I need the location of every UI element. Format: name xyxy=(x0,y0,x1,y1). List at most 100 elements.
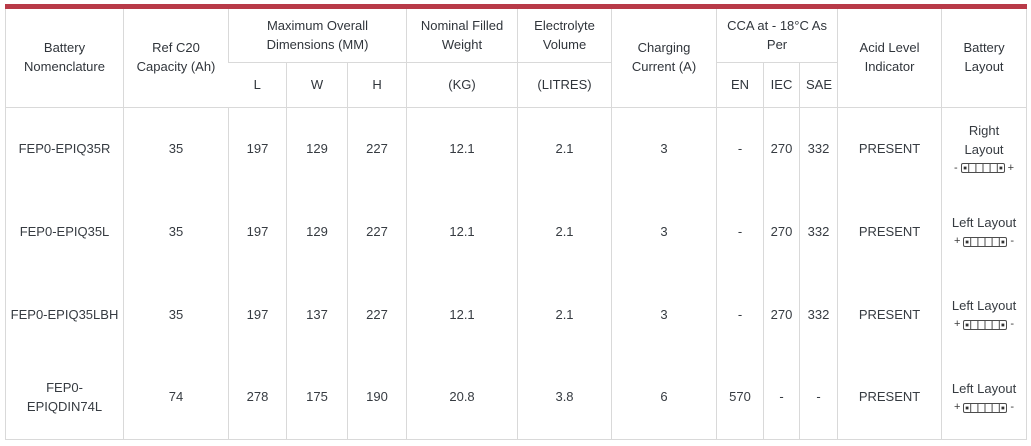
cell-volume: 2.1 xyxy=(517,107,612,191)
polarity-sign-left: + xyxy=(953,401,961,413)
col-group-cca: CCA at - 18°C As Per xyxy=(716,6,838,63)
cell-acid-level: PRESENT xyxy=(837,190,942,274)
col-header-ref-c20-capacity: Ref C20 Capacity (Ah) xyxy=(123,6,229,108)
cell-acid-level: PRESENT xyxy=(837,356,942,440)
cell-dim-l: 197 xyxy=(228,107,287,191)
cell-cca-sae: 332 xyxy=(799,107,838,191)
cell-cca-en: - xyxy=(716,190,764,274)
battery-layout-label: Left Layout xyxy=(951,214,1017,230)
cell-cca-iec: 270 xyxy=(763,273,800,357)
cell-dim-w: 175 xyxy=(286,356,348,440)
cell-dim-h: 227 xyxy=(346,273,407,357)
cell-capacity: 35 xyxy=(123,107,229,191)
cell-charging-current: 3 xyxy=(611,273,717,357)
col-header-electrolyte-volume: Electrolyte Volume xyxy=(517,6,612,63)
battery-spec-table-container: Battery Nomenclature Ref C20 Capacity (A… xyxy=(5,4,1028,440)
header-row-sub: L W H (KG) (LITRES) EN IEC SAE xyxy=(6,62,1027,108)
sub-header-w: W xyxy=(286,62,348,108)
sub-header-sae: SAE xyxy=(799,62,838,108)
cell-charging-current: 3 xyxy=(611,107,717,191)
cell-capacity: 35 xyxy=(123,190,229,274)
cell-cca-iec: 270 xyxy=(763,190,800,274)
cell-acid-level: PRESENT xyxy=(837,107,942,191)
cell-dim-w: 129 xyxy=(286,107,348,191)
polarity-sign-right: - xyxy=(1010,235,1015,248)
cell-cca-sae: 332 xyxy=(799,190,838,274)
col-header-battery-nomenclature: Battery Nomenclature xyxy=(5,6,124,108)
polarity-sign-left: + xyxy=(953,235,961,248)
sub-header-l: L xyxy=(228,62,287,108)
col-header-nominal-filled-weight: Nominal Filled Weight xyxy=(406,6,518,63)
cell-dim-w: 129 xyxy=(286,190,348,274)
cell-weight: 20.8 xyxy=(406,356,518,440)
cell-cca-sae: - xyxy=(799,356,838,440)
battery-layout-diagram: + - xyxy=(952,402,1016,414)
cell-battery-layout: Left Layout + xyxy=(941,190,1027,274)
cell-capacity: 35 xyxy=(123,273,229,357)
battery-layout-label: Right xyxy=(968,122,1000,138)
col-header-battery-layout: Battery Layout xyxy=(941,6,1027,108)
polarity-sign-left: - xyxy=(953,161,958,174)
cell-battery-layout: Left Layout + xyxy=(941,273,1027,357)
cell-cca-sae: 332 xyxy=(799,273,838,357)
cell-weight: 12.1 xyxy=(406,273,518,357)
battery-layout-diagram: + - xyxy=(952,319,1016,331)
polarity-sign-right: - xyxy=(1010,318,1015,331)
battery-layout-label: Left Layout xyxy=(951,297,1017,313)
battery-layout-diagram: - + xyxy=(954,162,1014,174)
cell-nomenclature: FEP0-EPIQDIN74L xyxy=(5,356,124,440)
cell-charging-current: 6 xyxy=(611,356,717,440)
sub-header-en: EN xyxy=(716,62,764,108)
battery-top-view-icon xyxy=(963,236,1008,247)
battery-layout-label: Layout xyxy=(964,141,1004,157)
cell-nomenclature: FEP0-EPIQ35LBH xyxy=(5,273,124,357)
polarity-sign-right: - xyxy=(1010,401,1015,413)
table-row: FEP0-EPIQ35LBH 35 197 137 227 12.1 2.1 3… xyxy=(5,273,1027,357)
cell-dim-h: 190 xyxy=(346,356,407,440)
col-header-acid-level-indicator: Acid Level Indicator xyxy=(837,6,942,108)
cell-nomenclature: FEP0-EPIQ35L xyxy=(5,190,124,274)
sub-header-h: H xyxy=(346,62,407,108)
table-row: FEP0-EPIQ35R 35 197 129 227 12.1 2.1 3 -… xyxy=(5,107,1027,191)
battery-layout-diagram: + - xyxy=(952,236,1016,248)
cell-cca-iec: - xyxy=(763,356,800,440)
table-row: FEP0-EPIQ35L 35 197 129 227 12.1 2.1 3 -… xyxy=(5,190,1027,274)
battery-top-view-icon xyxy=(960,163,1005,174)
cell-dim-l: 278 xyxy=(228,356,287,440)
col-group-max-overall-dimensions: Maximum Overall Dimensions (MM) xyxy=(227,6,407,63)
table-row: FEP0-EPIQDIN74L 74 278 175 190 20.8 3.8 … xyxy=(5,356,1027,440)
cell-cca-en: - xyxy=(716,107,764,191)
polarity-sign-left: + xyxy=(953,318,961,331)
sub-header-litres: (LITRES) xyxy=(517,62,612,108)
header-row-top: Battery Nomenclature Ref C20 Capacity (A… xyxy=(5,6,1027,108)
cell-battery-layout: Left Layout + xyxy=(941,356,1027,440)
cell-cca-en: - xyxy=(716,273,764,357)
battery-layout-label: Left Layout xyxy=(951,380,1017,396)
cell-dim-l: 197 xyxy=(228,273,287,357)
cell-battery-layout: Right Layout - xyxy=(941,107,1027,191)
cell-nomenclature: FEP0-EPIQ35R xyxy=(5,107,124,191)
cell-dim-h: 227 xyxy=(346,190,407,274)
cell-cca-iec: 270 xyxy=(763,107,800,191)
sub-header-iec: IEC xyxy=(763,62,800,108)
cell-volume: 2.1 xyxy=(517,273,612,357)
table-body: FEP0-EPIQ35R 35 197 129 227 12.1 2.1 3 -… xyxy=(5,107,1027,440)
cell-weight: 12.1 xyxy=(406,190,518,274)
battery-top-view-icon xyxy=(963,319,1008,330)
cell-capacity: 74 xyxy=(123,356,229,440)
cell-dim-w: 137 xyxy=(286,273,348,357)
polarity-sign-right: + xyxy=(1007,161,1015,174)
cell-cca-en: 570 xyxy=(716,356,764,440)
sub-header-kg: (KG) xyxy=(406,62,518,108)
cell-dim-l: 197 xyxy=(228,190,287,274)
cell-charging-current: 3 xyxy=(611,190,717,274)
cell-volume: 2.1 xyxy=(517,190,612,274)
battery-spec-table: Battery Nomenclature Ref C20 Capacity (A… xyxy=(5,4,1028,440)
col-header-charging-current: Charging Current (A) xyxy=(611,6,717,108)
cell-dim-h: 227 xyxy=(346,107,407,191)
cell-volume: 3.8 xyxy=(517,356,612,440)
table-header: Battery Nomenclature Ref C20 Capacity (A… xyxy=(5,6,1027,108)
battery-top-view-icon xyxy=(963,402,1008,413)
cell-acid-level: PRESENT xyxy=(837,273,942,357)
cell-weight: 12.1 xyxy=(406,107,518,191)
